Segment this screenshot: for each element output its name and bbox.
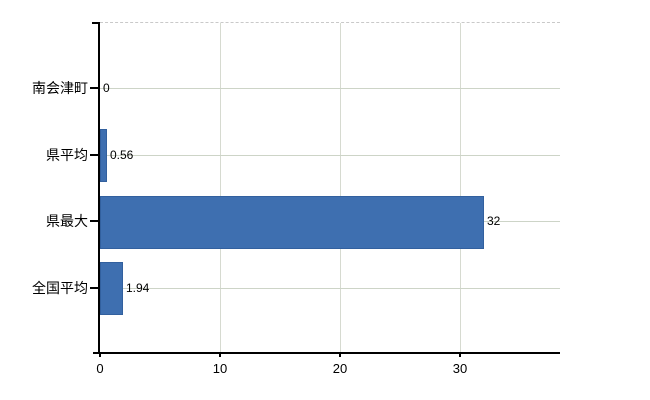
horizontal-gridline — [100, 88, 560, 89]
bar — [100, 196, 484, 249]
category-label: 全国平均 — [32, 280, 88, 296]
plot-area — [100, 22, 560, 355]
x-axis-tick-label: 20 — [332, 361, 348, 376]
vertical-gridline — [340, 23, 341, 355]
bar — [100, 262, 123, 315]
horizontal-gridline — [100, 155, 560, 156]
x-axis-tick-label: 30 — [452, 361, 468, 376]
category-label: 県平均 — [46, 147, 88, 163]
category-label: 南会津町 — [32, 80, 88, 96]
x-axis-tick-label: 0 — [96, 361, 104, 376]
y-axis-top-tick — [92, 22, 98, 24]
x-axis-line — [93, 352, 560, 354]
y-axis-tick — [90, 220, 98, 222]
category-label: 県最大 — [46, 213, 88, 229]
vertical-gridline — [460, 23, 461, 355]
y-axis-tick — [90, 87, 98, 89]
horizontal-gridline — [100, 288, 560, 289]
x-axis-tick-label: 10 — [212, 361, 228, 376]
y-axis-tick — [90, 154, 98, 156]
y-axis-line — [98, 22, 100, 354]
y-axis-tick — [90, 287, 98, 289]
vertical-gridline — [220, 23, 221, 355]
bar — [100, 129, 107, 182]
